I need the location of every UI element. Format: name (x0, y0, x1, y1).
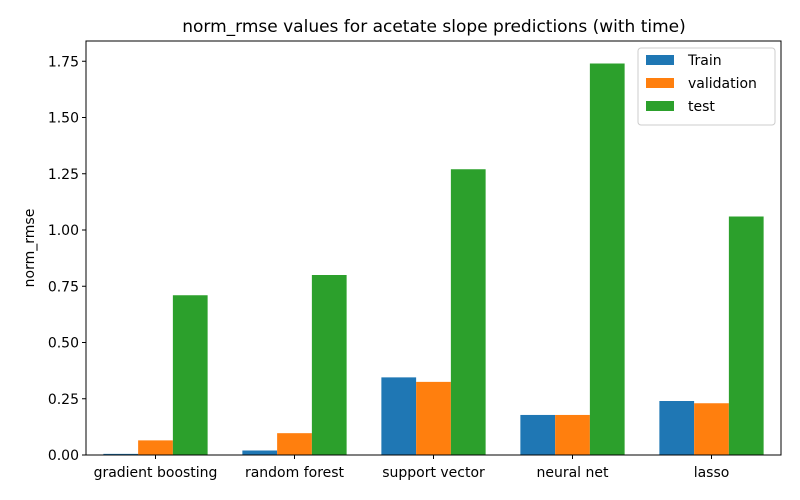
x-tick-label: lasso (694, 465, 730, 481)
legend-swatch-validation (646, 78, 674, 88)
y-tick-label: 0.50 (48, 336, 79, 352)
bar-test-3 (589, 63, 625, 455)
x-tick-label: gradient boosting (94, 465, 218, 481)
bar-train-3 (520, 414, 556, 455)
legend-swatch-train (646, 55, 674, 65)
bar-test-1 (311, 275, 347, 455)
plot-area: gradient boosting random forest support ve… (48, 40, 782, 481)
bar-validation-1 (277, 433, 312, 455)
bar-validation-3 (555, 414, 590, 455)
x-tick-label: support vector (382, 465, 485, 481)
y-tick-label: 1.50 (48, 111, 79, 127)
bar-train-4 (659, 401, 695, 455)
bar-validation-4 (694, 403, 729, 455)
legend-label-test: test (688, 99, 715, 115)
legend-label-train: Train (687, 53, 722, 69)
legend-label-validation: validation (688, 76, 757, 92)
y-axis-label: norm_rmse (22, 209, 38, 288)
bar-test-2 (450, 169, 486, 455)
y-tick-label: 0.00 (48, 448, 79, 464)
bar-test-4 (728, 216, 764, 455)
bar-train-0 (103, 453, 139, 455)
bar-train-1 (242, 450, 278, 455)
y-tick-label: 0.25 (48, 392, 79, 408)
x-tick-label: random forest (245, 465, 345, 481)
y-tick-label: 0.75 (48, 279, 79, 295)
y-tick-label: 1.75 (48, 54, 79, 70)
bar-validation-2 (416, 381, 451, 455)
chart-title: norm_rmse values for acetate slope predi… (182, 17, 686, 37)
bar-test-0 (172, 295, 208, 455)
y-tick-label: 1.00 (48, 223, 79, 239)
x-tick-label: neural net (536, 465, 609, 481)
bar-train-2 (381, 377, 417, 455)
y-tick-label: 1.25 (48, 167, 79, 183)
legend-swatch-test (646, 101, 674, 111)
legend: Train validation test (637, 47, 776, 126)
bar-validation-0 (138, 440, 173, 455)
axes-frame (85, 40, 782, 456)
